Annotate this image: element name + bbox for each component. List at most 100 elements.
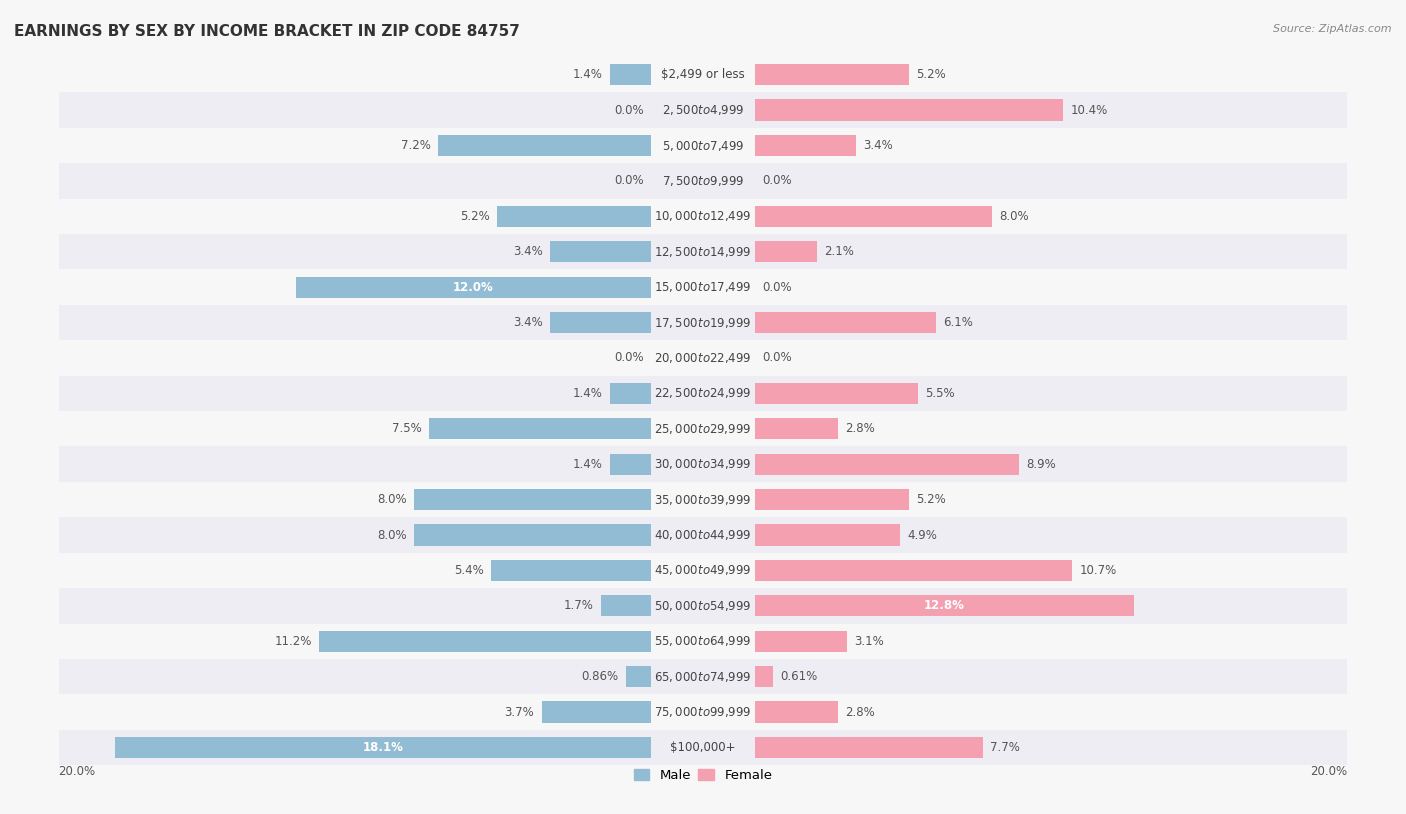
Text: $2,500 to $4,999: $2,500 to $4,999 xyxy=(662,103,744,117)
Bar xyxy=(755,312,935,333)
Text: 10.4%: 10.4% xyxy=(1070,103,1108,116)
Text: $22,500 to $24,999: $22,500 to $24,999 xyxy=(654,387,752,400)
Bar xyxy=(59,340,1347,375)
Bar xyxy=(59,57,1347,92)
Text: 3.4%: 3.4% xyxy=(863,139,893,152)
Bar xyxy=(755,206,991,227)
Text: 6.1%: 6.1% xyxy=(943,316,973,329)
Text: 0.86%: 0.86% xyxy=(581,670,619,683)
Text: $7,500 to $9,999: $7,500 to $9,999 xyxy=(662,174,744,188)
Bar xyxy=(755,453,1018,475)
Text: 5.5%: 5.5% xyxy=(925,387,955,400)
Text: 0.0%: 0.0% xyxy=(614,103,644,116)
Bar xyxy=(755,241,817,262)
Bar xyxy=(755,737,983,758)
Text: 5.4%: 5.4% xyxy=(454,564,484,577)
Bar xyxy=(59,730,1347,765)
Text: 0.0%: 0.0% xyxy=(762,174,792,187)
Bar xyxy=(610,64,651,85)
Bar xyxy=(437,135,651,156)
Text: 7.5%: 7.5% xyxy=(392,422,422,435)
Text: 20.0%: 20.0% xyxy=(59,765,96,778)
Bar xyxy=(415,489,651,510)
Text: $25,000 to $29,999: $25,000 to $29,999 xyxy=(654,422,752,435)
Bar xyxy=(550,312,651,333)
Bar xyxy=(755,595,1135,616)
Text: $10,000 to $12,499: $10,000 to $12,499 xyxy=(654,209,752,223)
Bar xyxy=(755,524,900,545)
Text: 10.7%: 10.7% xyxy=(1080,564,1116,577)
Bar xyxy=(755,702,838,723)
Text: 5.2%: 5.2% xyxy=(917,68,946,81)
Bar xyxy=(600,595,651,616)
Text: 0.0%: 0.0% xyxy=(762,281,792,294)
Text: 2.8%: 2.8% xyxy=(845,422,875,435)
Bar xyxy=(59,304,1347,340)
Text: $100,000+: $100,000+ xyxy=(671,741,735,754)
Bar xyxy=(59,411,1347,446)
Bar xyxy=(59,269,1347,304)
Bar xyxy=(755,135,856,156)
Text: 1.4%: 1.4% xyxy=(572,68,602,81)
Text: $30,000 to $34,999: $30,000 to $34,999 xyxy=(654,457,752,471)
Bar xyxy=(755,418,838,440)
Bar xyxy=(59,482,1347,518)
Bar xyxy=(626,666,651,687)
Text: $12,500 to $14,999: $12,500 to $14,999 xyxy=(654,245,752,259)
Bar xyxy=(115,737,651,758)
Text: 8.0%: 8.0% xyxy=(1000,210,1029,223)
Text: $17,500 to $19,999: $17,500 to $19,999 xyxy=(654,316,752,330)
Bar xyxy=(59,92,1347,128)
Text: EARNINGS BY SEX BY INCOME BRACKET IN ZIP CODE 84757: EARNINGS BY SEX BY INCOME BRACKET IN ZIP… xyxy=(14,24,520,39)
Text: 3.7%: 3.7% xyxy=(505,706,534,719)
Bar xyxy=(59,588,1347,624)
Text: 1.7%: 1.7% xyxy=(564,599,593,612)
Text: 8.0%: 8.0% xyxy=(377,493,406,506)
Text: 0.0%: 0.0% xyxy=(762,352,792,365)
Text: 12.0%: 12.0% xyxy=(453,281,494,294)
Text: 1.4%: 1.4% xyxy=(572,387,602,400)
Text: $20,000 to $22,499: $20,000 to $22,499 xyxy=(654,351,752,365)
Text: $55,000 to $64,999: $55,000 to $64,999 xyxy=(654,634,752,648)
Text: 1.4%: 1.4% xyxy=(572,457,602,470)
Bar xyxy=(59,553,1347,588)
Bar xyxy=(610,383,651,404)
Bar xyxy=(429,418,651,440)
Bar xyxy=(755,64,908,85)
Text: 4.9%: 4.9% xyxy=(907,528,938,541)
Text: 5.2%: 5.2% xyxy=(460,210,489,223)
Bar xyxy=(59,659,1347,694)
Bar xyxy=(59,518,1347,553)
Bar xyxy=(550,241,651,262)
Bar xyxy=(755,560,1071,581)
Text: $45,000 to $49,999: $45,000 to $49,999 xyxy=(654,563,752,577)
Bar xyxy=(59,234,1347,269)
Bar xyxy=(755,631,846,652)
Text: 0.0%: 0.0% xyxy=(614,174,644,187)
Text: 8.9%: 8.9% xyxy=(1026,457,1056,470)
Text: 5.2%: 5.2% xyxy=(917,493,946,506)
Bar xyxy=(295,277,651,298)
Text: $15,000 to $17,499: $15,000 to $17,499 xyxy=(654,280,752,294)
Bar xyxy=(59,694,1347,730)
Text: $40,000 to $44,999: $40,000 to $44,999 xyxy=(654,528,752,542)
Text: 11.2%: 11.2% xyxy=(274,635,312,648)
Bar xyxy=(59,163,1347,199)
Text: $35,000 to $39,999: $35,000 to $39,999 xyxy=(654,492,752,506)
Bar xyxy=(541,702,651,723)
Text: $5,000 to $7,499: $5,000 to $7,499 xyxy=(662,138,744,152)
Text: 7.2%: 7.2% xyxy=(401,139,430,152)
Text: 3.4%: 3.4% xyxy=(513,245,543,258)
Text: 7.7%: 7.7% xyxy=(990,741,1021,754)
Bar xyxy=(59,128,1347,163)
Text: $75,000 to $99,999: $75,000 to $99,999 xyxy=(654,705,752,719)
Bar xyxy=(59,446,1347,482)
Text: $65,000 to $74,999: $65,000 to $74,999 xyxy=(654,670,752,684)
Bar xyxy=(755,383,918,404)
Text: 3.4%: 3.4% xyxy=(513,316,543,329)
Bar xyxy=(755,489,908,510)
Text: 18.1%: 18.1% xyxy=(363,741,404,754)
Text: 2.8%: 2.8% xyxy=(845,706,875,719)
Bar xyxy=(59,624,1347,659)
Bar xyxy=(498,206,651,227)
